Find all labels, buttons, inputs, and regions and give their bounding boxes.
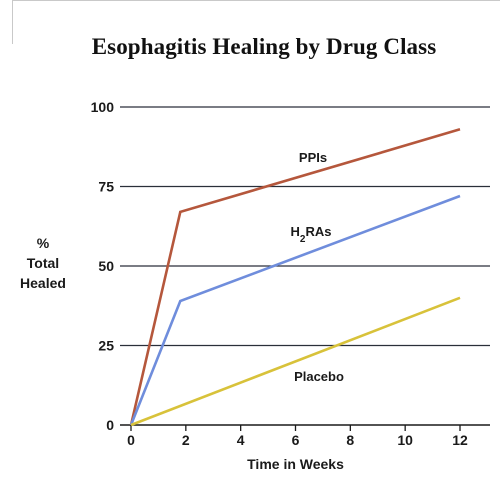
frame-top-rule <box>12 0 500 1</box>
chart-title: Esophagitis Healing by Drug Class <box>91 34 437 59</box>
y-tick-label: 50 <box>98 258 114 274</box>
y-axis-label: % Total Healed <box>14 233 72 293</box>
frame-left-rule <box>12 0 13 44</box>
y-tick-label: 75 <box>98 179 114 195</box>
y-tick-label: 0 <box>106 417 114 433</box>
series-layer <box>129 128 461 427</box>
y-axis-label-line-1: % <box>36 235 50 251</box>
x-tick-label: 12 <box>452 432 468 448</box>
x-axis-label: Time in Weeks <box>247 456 344 472</box>
y-tick-label: 25 <box>98 338 114 354</box>
y-tick-label: 100 <box>91 99 115 115</box>
grid-layer <box>120 106 490 347</box>
series-line-ppis <box>129 128 461 426</box>
x-tick-label: 0 <box>127 432 135 448</box>
x-tick-label: 2 <box>182 432 190 448</box>
series-line-h2ras <box>129 194 461 426</box>
x-tick-label: 8 <box>346 432 354 448</box>
series-label-placebo: Placebo <box>294 369 344 384</box>
x-tick-label: 10 <box>397 432 413 448</box>
series-label-h2ras: H2RAs <box>291 224 332 245</box>
y-axis-label-line-3: Healed <box>20 275 66 291</box>
label-layer: 0 25 50 75 100 0 2 4 6 8 10 12 PPIs H2RAs Placebo <box>91 99 468 448</box>
series-label-ppis: PPIs <box>299 150 327 165</box>
x-tick-label: 4 <box>237 432 245 448</box>
series-line-placebo <box>130 296 461 427</box>
y-axis-label-line-2: Total <box>26 255 60 271</box>
axis-layer <box>120 424 490 431</box>
x-tick-label: 6 <box>292 432 300 448</box>
